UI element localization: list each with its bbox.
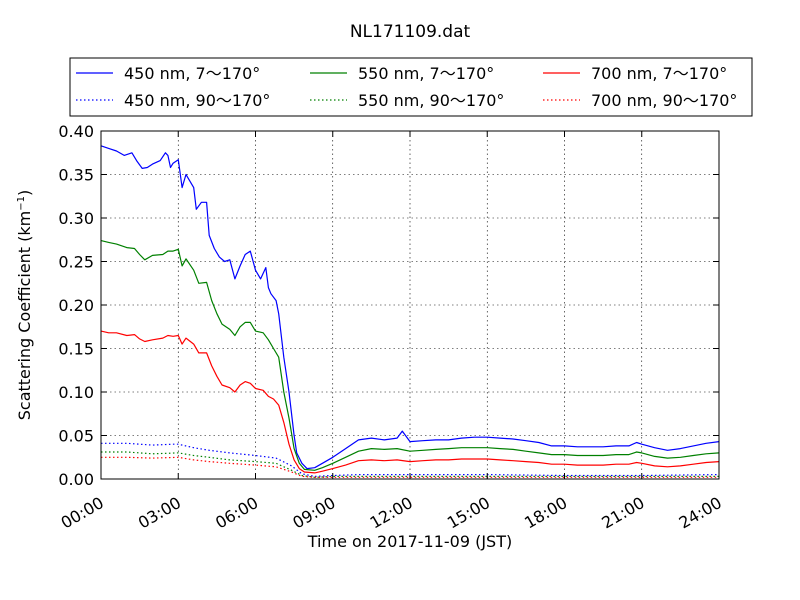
x-tick-label: 15:00 (444, 493, 493, 533)
x-axis-label: Time on 2017-11-09 (JST) (307, 532, 512, 551)
y-tick-label: 0.10 (58, 383, 94, 402)
legend-label-5: 700 nm, 7～170° (591, 64, 727, 83)
x-tick-label: 03:00 (135, 493, 184, 533)
y-axis-label-sup: −1 (16, 196, 27, 211)
y-tick-label: 0.00 (58, 470, 94, 489)
series-line-3 (100, 240, 720, 471)
grid (101, 131, 719, 479)
x-tick-label: 24:00 (676, 493, 725, 533)
y-tick-labels: 0.00 0.05 0.10 0.15 0.20 0.25 0.30 0.35 0.40 (58, 122, 94, 489)
x-tick-labels: 00:00 03:00 06:00 09:00 12:00 15:00 18:00 21:00… (58, 493, 725, 533)
legend-label-1: 450 nm, 7～170° (124, 64, 260, 83)
legend-label-4: 550 nm, 90～170° (358, 91, 504, 110)
legend-label-3: 550 nm, 7～170° (358, 64, 494, 83)
x-tick-label: 21:00 (598, 493, 647, 533)
x-tick-label: 12:00 (367, 493, 416, 533)
y-tick-label: 0.35 (58, 166, 94, 185)
y-tick-label: 0.25 (58, 253, 94, 272)
series-line-5 (100, 330, 720, 474)
x-tick-label: 09:00 (289, 493, 338, 533)
y-axis-label: Scattering Coefficient (km−1) (15, 190, 34, 421)
y-tick-label: 0.05 (58, 427, 94, 446)
axis-ticks (100, 130, 720, 480)
y-tick-label: 0.20 (58, 296, 94, 315)
legend-label-6: 700 nm, 90～170° (591, 91, 737, 110)
plot-frame (100, 130, 720, 480)
x-tick-label: 00:00 (58, 493, 107, 533)
legend-box (69, 57, 753, 117)
y-axis-label-close: ) (15, 190, 34, 196)
legend-label-2: 450 nm, 90～170° (124, 91, 270, 110)
y-tick-label: 0.15 (58, 340, 94, 359)
y-tick-label: 0.30 (58, 209, 94, 228)
series-line-2 (101, 442, 720, 477)
series-group (100, 145, 720, 478)
series-line-4 (101, 451, 719, 478)
chart-title: NL171109.dat (350, 22, 471, 42)
x-tick-label: 18:00 (521, 493, 570, 533)
y-tick-label: 0.40 (58, 122, 94, 141)
x-tick-label: 06:00 (212, 493, 261, 533)
y-axis-label-main: Scattering Coefficient (km (15, 211, 34, 421)
series-line-1 (100, 145, 720, 470)
series-line-6 (101, 456, 719, 478)
legend: 450 nm, 7～170° 450 nm, 90～170° 550 nm, 7～1… (69, 57, 753, 117)
